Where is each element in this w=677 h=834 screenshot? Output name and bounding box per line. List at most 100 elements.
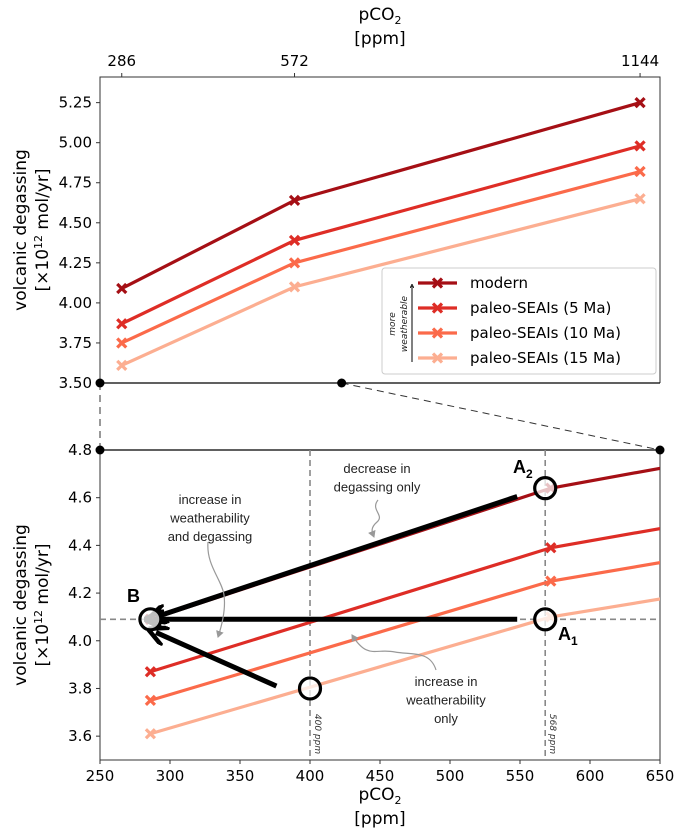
legend-marker-series-1 [431,302,444,314]
top-marker-series-3-point-2 [634,193,646,205]
legend-label-series-0: modern [470,274,528,292]
bottom-x-tick-label: 500 [436,767,465,785]
annotation-line: and degassing [168,529,253,544]
bottom-x-tick-label: 450 [366,767,395,785]
legend-weatherable-label: more weatherable [388,295,410,352]
svg-text:volcanic degassing: volcanic degassing [11,524,31,686]
legend-box [381,267,657,375]
bottom-y-tick-label: 4.4 [68,536,92,554]
top-y-tick-label: 4.25 [59,254,92,272]
point-label-B: B [127,586,140,606]
top-marker-series-3-point-0 [116,359,128,372]
top-y-tick-label: 3.50 [59,374,92,392]
legend-arrow-text-line: weatherable [400,295,410,352]
top-axes-frame [99,76,661,383]
annotation-line: weatherability [405,693,486,708]
top-x-tick-label: 1144 [621,52,659,70]
svg-text:[ppm]: [ppm] [354,29,405,49]
svg-text:[×1012 mol/yr]: [×1012 mol/yr] [32,543,53,666]
top-marker-series-1-point-0 [116,318,128,330]
top-x-tick-label: 572 [280,52,309,70]
legend: modern paleo-SEAIs (5 Ma) paleo-SEAIs (10 … [381,267,657,375]
vline-label-text: 400 ppm [312,714,322,754]
state-point-A1 [533,607,558,632]
point-label-main: A [558,624,571,644]
legend-label-series-1: paleo-SEAIs (5 Ma) [470,299,611,317]
top-series-group [116,97,646,372]
top-y-tick-label: 4.00 [59,294,92,312]
bottom-y-tick-label: 4.0 [68,632,92,650]
annotation-increase-weatherability-degassing: increase in weatherability and degassing [168,492,253,544]
top-marker-series-0-point-2 [634,97,646,109]
annotation-line: degassing only [334,480,421,495]
bottom-y-tick-label: 4.8 [68,441,92,459]
top-panel: 3.50 3.75 4.00 4.25 4.50 4.75 5.00 5.25 286 572 11… [59,52,661,392]
top-marker-series-0-point-1 [288,194,301,206]
point-label-A2: A2 [513,457,533,481]
bottom-marker-series-3-point-0 [144,728,157,740]
legend-marker-series-3 [431,352,444,364]
bottom-marker-series-2-point-1 [545,575,557,587]
vline-label-text: 568 ppm [547,714,557,754]
annotation-line: weatherability [169,511,250,526]
bottom-y-tick-label: 4.2 [68,584,92,602]
annotation-line: decrease in [343,461,410,476]
top-marker-series-1-point-1 [288,234,301,247]
vline-label-0: 400 ppm [312,714,322,754]
top-marker-series-2-point-2 [634,165,646,178]
annotation-line: only [434,711,458,726]
bottom-y-axis-label: volcanic degassing [×1012 mol/yr] [11,524,53,686]
vline-label-1: 568 ppm [547,714,557,754]
svg-text:volcanic degassing: volcanic degassing [11,149,31,311]
top-y-axis-label: volcanic degassing [×1012 mol/yr] [11,149,53,311]
legend-marker-series-2 [431,327,444,339]
transition-arrow-0 [156,494,518,617]
svg-text:pCO2: pCO2 [358,785,401,807]
annotation-pointer-increase-both [207,541,226,638]
top-y-tick-label: 4.50 [59,214,92,232]
bottom-x-tick-label: 300 [156,767,185,785]
bottom-x-tick-label: 400 [296,767,325,785]
point-label-A1: A1 [558,624,578,648]
point-label-subscript: 2 [526,467,533,481]
bottom-panel: 3.6 3.8 4.0 4.2 4.4 4.6 4.8 250 300 350 400 450 500 5… [68,441,675,785]
top-y-tick-label: 5.00 [59,134,92,152]
bottom-x-tick-label: 250 [86,767,115,785]
zoom-connector [95,378,665,455]
zoom-connector-dot [337,378,347,388]
transition-arrow-2 [156,632,278,689]
top-marker-series-1-point-2 [634,140,646,152]
top-y-tick-label: 4.75 [59,174,92,192]
bottom-y-tick-label: 3.6 [68,727,92,745]
bottom-x-axis-label: pCO2 [ppm] [354,785,405,829]
annotation-line: increase in [415,674,478,689]
top-y-tick-label: 3.75 [59,334,92,352]
bottom-y-tick-label: 3.8 [68,679,92,697]
legend-label-series-2: paleo-SEAIs (10 Ma) [470,324,621,342]
top-marker-series-2-point-1 [288,257,301,269]
top-line-series-0 [121,101,641,290]
annotation-line: increase in [179,492,242,507]
zoom-connector-dot [655,445,665,455]
top-marker-series-2-point-0 [116,337,128,349]
bottom-x-tick-label: 650 [646,767,675,785]
top-x-axis-label: pCO2 [ppm] [354,5,405,49]
annotation-pointer-increase-weatherability [351,634,437,671]
bottom-x-tick-label: 600 [576,767,605,785]
bottom-y-tick-label: 4.6 [68,489,92,507]
bottom-marker-series-1-point-1 [545,542,557,554]
annotation-pointer-decrease [368,499,380,538]
bottom-x-tick-label: 550 [506,767,535,785]
state-point-C [297,676,323,701]
zoom-connector-right [341,382,661,451]
legend-label-series-3: paleo-SEAIs (15 Ma) [470,349,621,367]
top-marker-series-0-point-0 [116,282,128,295]
bottom-x-tick-label: 350 [226,767,255,785]
top-y-tick-label: 5.25 [59,94,92,112]
point-label-main: B [127,586,140,606]
point-label-subscript: 1 [571,634,578,648]
legend-arrow-text-line: more [388,312,398,336]
zoom-connector-dot [95,378,105,388]
point-label-main: A [513,457,526,477]
